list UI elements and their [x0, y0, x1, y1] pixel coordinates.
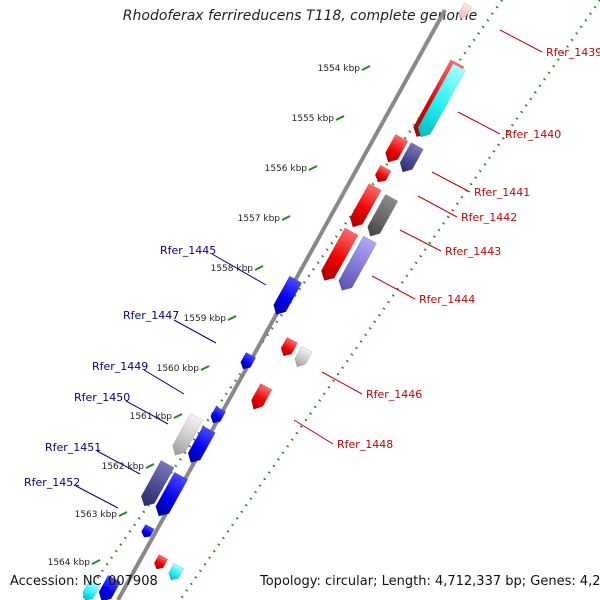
gene-arrow-rfer-1446-a[interactable] — [278, 336, 299, 359]
topology-text: Topology: circular; Length: 4,712,337 bp… — [260, 574, 600, 589]
leader-line — [96, 450, 141, 475]
gene-arrow-rfer-1447[interactable] — [238, 351, 257, 371]
leader-line — [75, 485, 119, 509]
gene-label-rfer-1439[interactable]: Rfer_1439 — [546, 46, 600, 59]
scale-tick-label: 1557 kbp — [238, 214, 281, 224]
gene-label-rfer-1448[interactable]: Rfer_1448 — [337, 438, 393, 451]
leader-line — [293, 419, 334, 445]
gene-arrow-rfer-1439[interactable] — [457, 2, 472, 21]
scale-tick-label: 1555 kbp — [292, 114, 335, 124]
leader-line — [431, 171, 471, 193]
gene-label-rfer-1452[interactable]: Rfer_1452 — [24, 476, 80, 489]
map-title: Rhodoferax ferrireducens T118, complete … — [122, 8, 478, 24]
scale-tick — [308, 165, 318, 171]
accession-text: Accession: NC_007908 — [10, 574, 158, 589]
gene-arrow-bottom-a[interactable] — [96, 574, 121, 600]
leader-line — [499, 29, 543, 53]
scale-tick-label: 1561 kbp — [130, 412, 173, 422]
gene-label-rfer-1445[interactable]: Rfer_1445 — [160, 244, 216, 257]
scale-tick — [118, 511, 128, 517]
scale-tick-label: 1556 kbp — [265, 164, 308, 174]
scale-tick-label: 1558 kbp — [211, 264, 254, 274]
gene-arrow-rfer-1444-b[interactable] — [335, 235, 378, 294]
gene-labels: Rfer_1439 Rfer_1440 Rfer_1441 Rfer_1442 Rfer… — [24, 29, 600, 509]
scale-tick — [200, 365, 210, 371]
gene-label-rfer-1449[interactable]: Rfer_1449 — [92, 360, 148, 373]
gene-arrow-rfer-1444-a[interactable] — [318, 227, 359, 284]
gene-label-rfer-1444[interactable]: Rfer_1444 — [419, 293, 475, 306]
leader-line — [371, 275, 416, 300]
gene-label-rfer-1443[interactable]: Rfer_1443 — [445, 245, 501, 258]
gene-arrow-rfer-1441-b[interactable] — [397, 142, 424, 175]
leader-line — [417, 195, 458, 218]
scale-tick-label: 1554 kbp — [318, 64, 361, 74]
scale-tick — [145, 463, 155, 469]
scale-tick-label: 1562 kbp — [102, 462, 145, 472]
gene-arrow-rfer-1449[interactable] — [208, 405, 227, 425]
scale-tick — [281, 215, 291, 221]
scale-tick-label: 1563 kbp — [75, 510, 118, 520]
gene-label-rfer-1440[interactable]: Rfer_1440 — [505, 128, 561, 141]
gene-label-rfer-1442[interactable]: Rfer_1442 — [461, 211, 517, 224]
gene-arrow-rfer-1452[interactable] — [152, 471, 189, 520]
gene-arrow-small-a[interactable] — [140, 523, 155, 539]
gene-arrow-rfer-1441-a[interactable] — [382, 133, 409, 165]
gene-features — [80, 2, 472, 600]
gene-arrow-rfer-1450-a[interactable] — [169, 412, 204, 458]
gene-arrow-rfer-1446-b[interactable] — [292, 345, 313, 369]
scale-tick-label: 1564 kbp — [48, 558, 91, 568]
gene-arrow-bottom-b[interactable] — [80, 579, 101, 600]
gene-arrow-rfer-1448[interactable] — [248, 383, 273, 412]
leader-line — [173, 319, 217, 344]
gene-label-rfer-1450[interactable]: Rfer_1450 — [74, 391, 130, 404]
gene-arrow-small-c[interactable] — [166, 562, 185, 582]
scale-tick — [91, 559, 101, 565]
leader-line — [457, 111, 501, 135]
gene-label-rfer-1441[interactable]: Rfer_1441 — [474, 186, 530, 199]
leader-line — [143, 369, 185, 395]
leader-line — [321, 371, 363, 395]
gene-arrow-rfer-1443-a[interactable] — [347, 183, 382, 230]
scale-tick-label: 1560 kbp — [157, 364, 200, 374]
gene-arrow-rfer-1443-b[interactable] — [364, 193, 399, 239]
scale-tick — [227, 315, 237, 321]
scale-tick-label: 1559 kbp — [184, 314, 227, 324]
gene-arrow-rfer-1440-b[interactable] — [414, 63, 466, 141]
leader-line — [399, 229, 442, 252]
scale-tick — [173, 413, 183, 419]
gene-label-rfer-1451[interactable]: Rfer_1451 — [45, 441, 101, 454]
gene-arrow-rfer-1442[interactable] — [373, 164, 392, 185]
leader-line — [125, 400, 169, 425]
leader-line — [211, 253, 267, 286]
scale-tick — [335, 115, 345, 121]
gene-arrow-rfer-1451[interactable] — [138, 459, 175, 509]
gene-label-rfer-1446[interactable]: Rfer_1446 — [366, 388, 422, 401]
gene-arrow-rfer-1445[interactable] — [270, 275, 303, 318]
scale-tick — [254, 265, 264, 271]
gene-arrow-rfer-1450-b[interactable] — [185, 425, 216, 466]
scale-tick — [361, 65, 371, 71]
inner-track — [178, 0, 600, 600]
gene-label-rfer-1447[interactable]: Rfer_1447 — [123, 309, 179, 322]
scale-ticks: 1554 kbp 1555 kbp 1556 kbp 1557 kbp 1558 kbp… — [48, 64, 371, 568]
gene-arrow-small-b[interactable] — [152, 554, 169, 571]
